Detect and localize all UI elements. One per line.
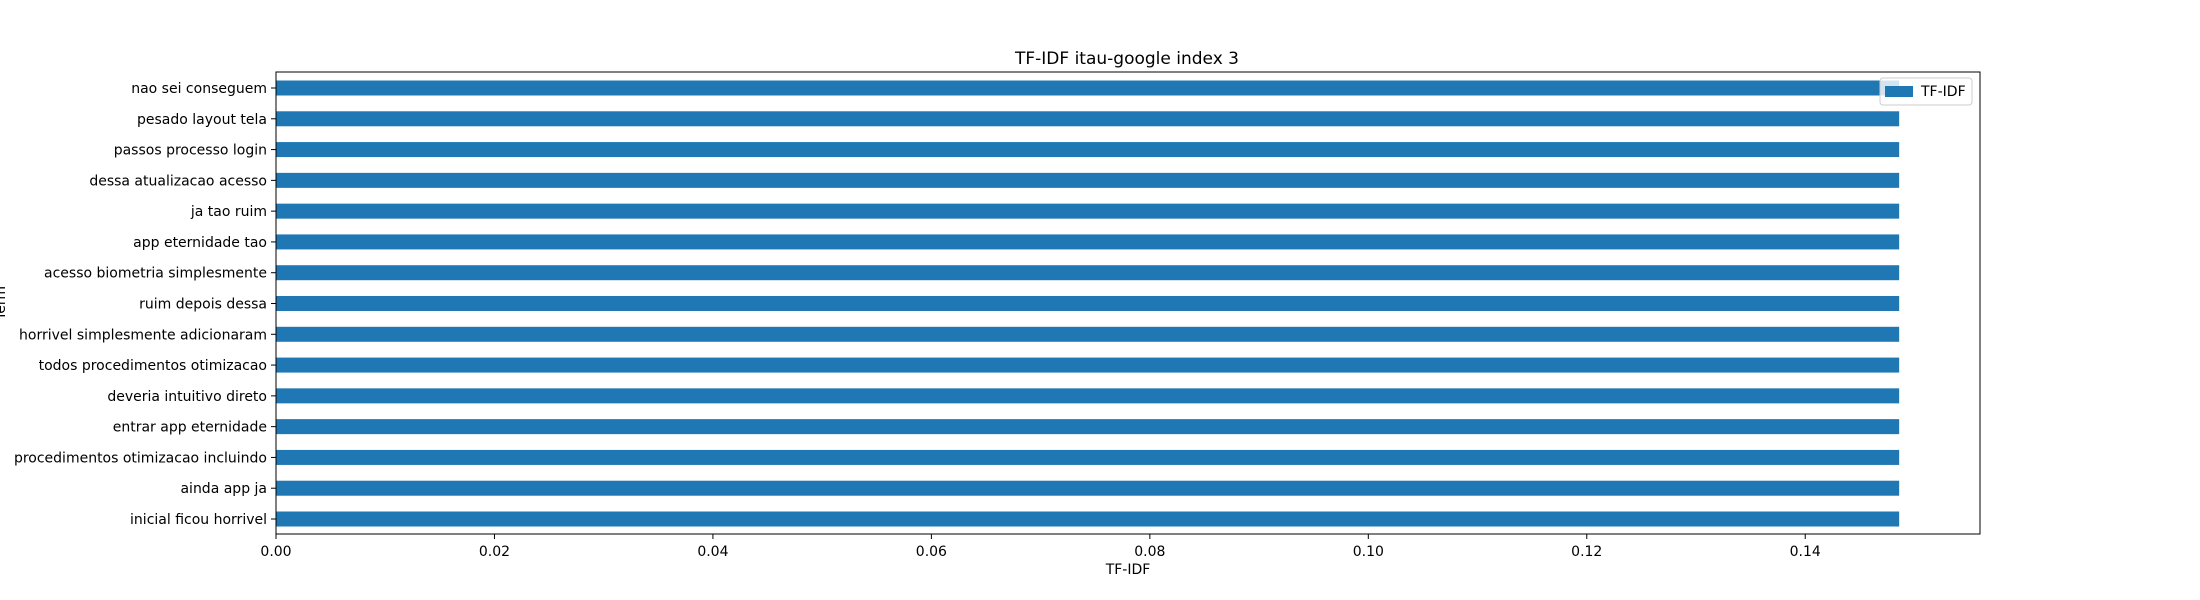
y-tick-label: passos processo login <box>114 143 267 159</box>
y-tick-label: ainda app ja <box>180 481 267 497</box>
x-axis-label: TF-IDF <box>1105 562 1151 578</box>
chart-title: TF-IDF itau-google index 3 <box>1014 49 1239 69</box>
y-tick-label: nao sei conseguem <box>131 81 267 97</box>
bar <box>276 172 1900 188</box>
y-tick-label: procedimentos otimizacao incluindo <box>14 450 267 466</box>
bar <box>276 419 1900 435</box>
y-tick-label: todos procedimentos otimizacao <box>39 358 267 374</box>
y-tick-label: ruim depois dessa <box>139 297 267 313</box>
bar <box>276 80 1900 96</box>
bar <box>276 111 1900 127</box>
bar <box>276 480 1900 496</box>
y-tick-label: pesado layout tela <box>137 112 267 128</box>
legend-frame <box>1879 77 1973 106</box>
bars-group <box>276 80 1900 527</box>
y-tick-label: app eternidade tao <box>133 235 267 251</box>
x-tick-label: 0.14 <box>1790 544 1821 560</box>
x-tick-label: 0.12 <box>1571 544 1602 560</box>
x-tick-label: 0.10 <box>1353 544 1384 560</box>
legend-swatch <box>1885 86 1913 97</box>
y-tick-label: acesso biometria simplesmente <box>44 266 267 282</box>
legend: TF-IDF <box>1879 77 1973 106</box>
y-tick-label: dessa atualizacao acesso <box>89 173 267 189</box>
y-tick-label: deveria intuitivo direto <box>107 389 267 405</box>
bar <box>276 511 1900 527</box>
x-tick-label: 0.04 <box>697 544 728 560</box>
x-tick-label: 0.08 <box>1134 544 1165 560</box>
x-axis-ticks: 0.00 0.02 0.04 0.06 0.08 0.10 0.12 0.14 <box>260 534 1821 560</box>
y-tick-label: ja tao ruim <box>190 204 267 220</box>
bar <box>276 449 1900 465</box>
y-axis-label: Term <box>0 286 9 321</box>
bar <box>276 326 1900 342</box>
y-tick-label: horrivel simplesmente adicionaram <box>19 327 267 343</box>
bar <box>276 234 1900 250</box>
x-tick-label: 0.06 <box>916 544 947 560</box>
bar <box>276 296 1900 311</box>
y-tick-label: inicial ficou horrivel <box>130 512 267 528</box>
bar <box>276 357 1900 373</box>
bar <box>276 265 1900 281</box>
x-tick-label: 0.02 <box>479 544 510 560</box>
bar <box>276 142 1900 158</box>
plot-frame <box>275 71 1981 535</box>
bar <box>276 388 1900 404</box>
bar <box>276 203 1900 219</box>
y-axis-ticks: nao sei conseguem pesado layout tela passo… <box>14 81 276 528</box>
y-tick-label: entrar app eternidade <box>113 420 267 436</box>
legend-label: TF-IDF <box>1920 84 1966 100</box>
x-tick-label: 0.00 <box>260 544 291 560</box>
